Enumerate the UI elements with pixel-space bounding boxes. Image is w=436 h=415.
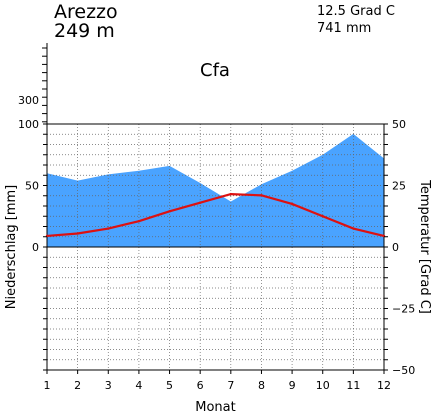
left-tick-label: 300	[18, 94, 39, 107]
left-tick-label: 100	[18, 118, 39, 131]
temperature-point	[290, 202, 294, 206]
temperature-line	[46, 193, 385, 238]
left-tick-label: 50	[25, 180, 39, 193]
temperature-point	[321, 215, 324, 218]
right-tick-label: 50	[392, 118, 406, 131]
right-tick-label: 25	[392, 180, 406, 193]
temperature-point	[229, 192, 233, 196]
x-axis-title: Monat	[195, 400, 235, 415]
climate-classification: Cfa	[200, 60, 230, 81]
x-tick-label: 4	[135, 379, 142, 392]
station-elevation: 249 m	[54, 20, 115, 42]
x-tick-label: 3	[105, 379, 112, 392]
temperature-point	[168, 210, 171, 213]
right-tick-label: 0	[392, 241, 399, 254]
annual-precipitation: 741 mm	[317, 21, 372, 36]
temperature-point	[352, 227, 355, 230]
mean-temperature: 12.5 Grad C	[317, 4, 395, 19]
x-tick-label: 2	[74, 379, 81, 392]
temperature-point	[137, 219, 141, 223]
x-tick-label: 1	[44, 379, 51, 392]
x-tick-label: 7	[227, 379, 234, 392]
right-tick-label: −25	[392, 303, 415, 316]
temperature-point	[107, 227, 110, 230]
right-axis-title: Temperatur [Grad C]	[417, 179, 432, 314]
x-tick-label: 11	[346, 379, 360, 392]
x-tick-label: 12	[377, 379, 391, 392]
x-tick-label: 6	[197, 379, 204, 392]
temperature-point	[198, 201, 202, 204]
x-tick-label: 10	[316, 379, 330, 392]
temperature-point	[260, 194, 263, 197]
x-tick-label: 9	[289, 379, 296, 392]
precipitation-area	[47, 133, 384, 247]
temperature-point	[76, 232, 79, 235]
x-tick-label: 5	[166, 379, 173, 392]
x-tick-label: 8	[258, 379, 265, 392]
right-tick-label: −50	[392, 364, 415, 377]
left-tick-label: 0	[32, 241, 39, 254]
station-name: Arezzo	[54, 1, 118, 23]
left-axis-title: Niederschlag [mm]	[4, 185, 19, 310]
